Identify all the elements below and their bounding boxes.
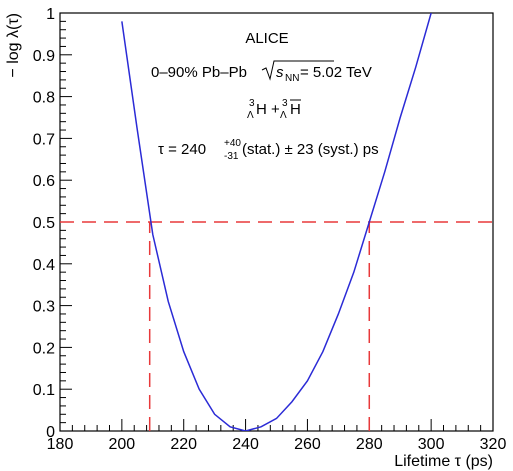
y-axis-label: − log λ(τ) <box>5 13 22 78</box>
x-tick-label: 220 <box>170 436 197 453</box>
annotation: τ = 240 +40 -31 (stat.) ± 23 (syst.) ps <box>158 138 379 162</box>
x-tick-label: 180 <box>47 436 74 453</box>
y-tick-label: 1 <box>46 6 55 23</box>
y-tick-label: 0.5 <box>33 215 55 232</box>
annotation: ALICE <box>245 30 288 47</box>
annotation-part: 0–90% Pb–Pb <box>151 64 247 81</box>
y-tick-label: 0.1 <box>33 382 55 399</box>
sqrt-sign <box>261 60 334 81</box>
y-tick-label: 0.9 <box>33 48 55 65</box>
annotation-part: H + <box>256 101 280 118</box>
annotation-part: 3 <box>282 98 288 109</box>
annotation-part: = 5.02 TeV <box>300 64 372 81</box>
annotation-part: 3 <box>249 98 255 109</box>
annotation-part: τ = 240 <box>158 141 206 158</box>
y-tick-label: 0.6 <box>33 173 55 190</box>
annotation-part: Λ <box>280 110 287 121</box>
annotation: 3 Λ H + 3 Λ H <box>247 98 301 121</box>
x-tick-label: 300 <box>418 436 445 453</box>
annotation-part: s <box>276 64 284 81</box>
x-tick-label: 240 <box>232 436 259 453</box>
x-tick-label: 320 <box>480 436 507 453</box>
annotation-part: (stat.) ± 23 (syst.) ps <box>242 141 379 158</box>
x-tick-label: 280 <box>356 436 383 453</box>
y-tick-label: 0.7 <box>33 131 55 148</box>
x-tick-label: 200 <box>109 436 136 453</box>
y-tick-label: 0.3 <box>33 299 55 316</box>
annotation-part: Λ <box>247 110 254 121</box>
y-tick-label: 0.8 <box>33 90 55 107</box>
annotation-part: NN <box>285 73 299 84</box>
annotation: 0–90% Pb–Pb s NN = 5.02 TeV <box>151 60 372 84</box>
y-tick-label: 0.2 <box>33 340 55 357</box>
data-line <box>121 13 432 431</box>
y-tick-label: 0 <box>46 424 55 441</box>
annotation-part: H <box>290 101 301 118</box>
y-tick-label: 0.4 <box>33 257 55 274</box>
annotation-part: +40 <box>224 138 241 149</box>
x-axis-label: Lifetime τ (ps) <box>394 453 493 470</box>
x-tick-label: 260 <box>294 436 321 453</box>
annotation-part: -31 <box>224 151 239 162</box>
